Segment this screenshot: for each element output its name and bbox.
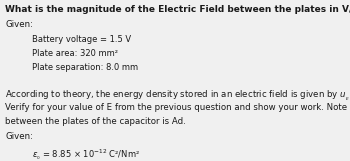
Text: Battery voltage = 1.5 V: Battery voltage = 1.5 V xyxy=(32,35,131,44)
Text: Plate area: 320 mm²: Plate area: 320 mm² xyxy=(32,49,118,58)
Text: $\varepsilon_{_0}$ = 8.85 × 10$^{-12}$ C²/Nm²: $\varepsilon_{_0}$ = 8.85 × 10$^{-12}$ C… xyxy=(32,147,139,161)
Text: What is the magnitude of the Electric Field between the plates in V/m?: What is the magnitude of the Electric Fi… xyxy=(5,5,350,14)
Text: Given:: Given: xyxy=(5,20,33,29)
Text: Verify for your value of E from the previous question and show your work. Note t: Verify for your value of E from the prev… xyxy=(5,103,350,112)
Text: between the plates of the capacitor is Ad.: between the plates of the capacitor is A… xyxy=(5,117,186,126)
Text: Given:: Given: xyxy=(5,132,33,141)
Text: According to theory, the energy density stored in an electric field is given by : According to theory, the energy density … xyxy=(5,88,350,104)
Text: Plate separation: 8.0 mm: Plate separation: 8.0 mm xyxy=(32,63,138,72)
